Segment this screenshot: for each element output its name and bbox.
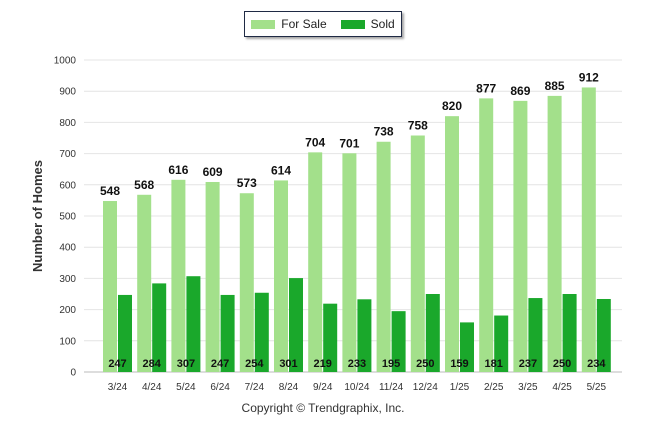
bar-sold [357,299,372,372]
data-label-for-sale: 820 [442,99,462,113]
bar-sold [391,311,406,372]
data-label-for-sale: 869 [510,84,530,98]
data-label-for-sale: 704 [305,135,325,149]
x-tick-label: 8/24 [279,382,299,393]
bar-sold [152,283,167,372]
bar-sold [494,315,509,372]
bar-sold [118,294,132,372]
bar-for-sale [410,135,425,372]
data-label-for-sale: 616 [168,163,188,177]
bar-sold [596,298,611,372]
bar-for-sale [239,193,254,372]
legend-swatch-sold [340,19,365,29]
y-tick-label: 500 [59,212,76,223]
legend-label-for-sale: For Sale [281,17,327,31]
data-label-for-sale: 877 [476,81,496,95]
bar-for-sale [171,179,186,372]
bar-sold [186,276,201,372]
bar-for-sale [581,87,596,373]
y-tick-label: 600 [59,180,76,191]
copyright-text: Copyright © Trendgraphix, Inc. [241,401,405,415]
data-label-sold: 250 [416,358,434,370]
bar-for-sale [376,141,391,372]
data-label-sold: 250 [553,358,571,370]
y-tick-label: 1000 [54,56,77,67]
data-label-for-sale: 548 [100,184,120,198]
data-label-sold: 237 [519,358,537,370]
legend-label-sold: Sold [370,17,395,31]
x-tick-label: 10/24 [344,382,369,393]
data-label-for-sale: 701 [339,136,359,150]
x-tick-label: 6/24 [210,382,230,393]
y-tick-label: 800 [59,118,76,129]
bar-sold [323,303,338,372]
data-label-sold: 181 [485,358,503,370]
data-label-for-sale: 614 [271,163,291,177]
bar-sold [289,278,303,372]
bar-sold [562,294,577,372]
bar-sold [220,294,235,372]
data-label-sold: 234 [587,358,606,370]
bar-for-sale [205,181,220,372]
data-label-for-sale: 912 [579,70,599,84]
y-tick-label: 900 [59,87,76,98]
bar-sold [425,294,440,372]
data-label-for-sale: 738 [374,125,394,139]
data-label-for-sale: 609 [203,165,223,179]
bar-sold [460,322,474,372]
y-tick-label: 700 [59,149,76,160]
bar-for-sale [445,116,459,372]
x-tick-label: 4/24 [142,382,162,393]
x-tick-label: 2/25 [484,382,504,393]
data-label-sold: 159 [450,358,468,370]
x-tick-label: 5/25 [587,382,607,393]
y-tick-label: 400 [59,243,76,254]
data-label-sold: 195 [382,358,400,370]
chart-legend: For Sale Sold [244,11,402,37]
bar-for-sale [479,98,494,372]
x-tick-label: 3/24 [108,382,128,393]
data-label-for-sale: 568 [134,178,154,192]
bar-for-sale [308,152,323,372]
data-label-for-sale: 573 [237,176,257,190]
x-tick-label: 12/24 [413,382,438,393]
y-tick-label: 200 [59,305,76,316]
bar-for-sale [547,95,562,372]
x-tick-label: 4/25 [552,382,572,393]
data-label-sold: 219 [314,358,332,370]
x-tick-label: 1/25 [450,382,470,393]
legend-item-sold[interactable]: Sold [340,17,395,31]
x-tick-label: 9/24 [313,382,333,393]
x-tick-label: 5/24 [176,382,196,393]
data-label-sold: 233 [348,358,366,370]
bar-sold [528,298,543,372]
bar-for-sale [103,201,117,372]
bar-for-sale [274,180,288,372]
data-label-sold: 247 [108,358,126,370]
y-tick-label: 0 [70,368,76,379]
data-label-sold: 307 [177,358,195,370]
data-label-sold: 284 [143,358,162,370]
legend-item-for-sale[interactable]: For Sale [251,17,327,31]
data-label-for-sale: 885 [545,79,565,93]
x-tick-label: 11/24 [379,382,404,393]
legend-swatch-for-sale [251,19,276,29]
x-tick-label: 3/25 [518,382,538,393]
y-tick-label: 100 [59,336,76,347]
bar-for-sale [513,100,528,372]
x-tick-label: 7/24 [245,382,265,393]
bar-sold [254,292,269,372]
data-label-sold: 254 [245,358,264,370]
y-axis-label: Number of Homes [30,160,45,272]
data-label-sold: 301 [279,358,297,370]
data-label-for-sale: 758 [408,119,428,133]
y-tick-label: 300 [59,274,76,285]
bar-for-sale [137,194,152,372]
data-label-sold: 247 [211,358,229,370]
bar-for-sale [342,153,357,372]
